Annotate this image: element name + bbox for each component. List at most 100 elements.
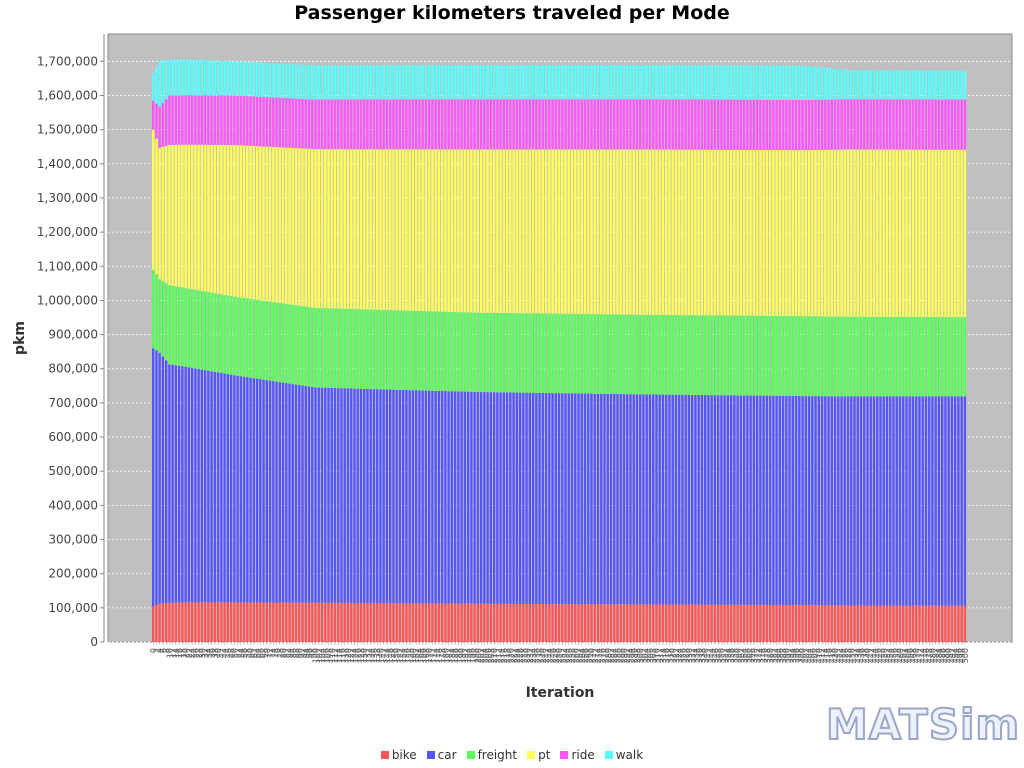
bar-segment-bike (824, 605, 827, 642)
x-tick-label: 70 (263, 648, 272, 658)
x-tick-label: 82 (282, 648, 291, 658)
x-tick-label: 338 (698, 648, 707, 663)
bar-segment-pt (911, 149, 915, 318)
bar-segment-pt (863, 149, 866, 317)
bar-segment-pt (872, 149, 876, 317)
bar-segment-car (385, 389, 389, 604)
x-tick-label: 88 (292, 648, 301, 658)
bar-segment-pt (275, 147, 278, 303)
bar-segment-bike (236, 602, 239, 642)
bar-segment-car (635, 394, 639, 605)
bar-segment-car (856, 396, 859, 606)
bar-segment-car (902, 396, 905, 606)
bar-segment-walk (879, 70, 882, 100)
bar-segment-ride (947, 99, 950, 150)
bar-segment-freight (889, 316, 892, 397)
bar-segment-bike (885, 605, 889, 642)
bar-segment-car (522, 392, 525, 604)
bar-segment-bike (876, 605, 879, 642)
x-tick-label: 0 (149, 648, 158, 653)
x-tick-label: 142 (380, 648, 389, 663)
bar-segment-bike (716, 604, 720, 642)
bar-segment-freight (570, 313, 574, 394)
bar-segment-bike (729, 604, 733, 642)
bar-segment-ride (220, 95, 223, 145)
bar-segment-freight (515, 313, 519, 393)
bar-segment-pt (424, 149, 428, 312)
bar-segment-pt (603, 149, 606, 315)
bar-segment-car (528, 392, 531, 604)
x-tick-label: 266 (581, 648, 590, 663)
bar-segment-pt (444, 149, 447, 312)
bar-segment-ride (895, 99, 898, 150)
x-tick-label: 382 (769, 648, 778, 663)
bar-segment-walk (184, 59, 187, 96)
bar-segment-car (372, 389, 376, 604)
bar-segment-ride (161, 103, 165, 147)
bar-segment-pt (437, 149, 441, 312)
bar-segment-car (876, 396, 879, 606)
y-tick-label: 0 (90, 635, 98, 649)
bar-segment-pt (661, 149, 665, 315)
bar-segment-pt (840, 149, 843, 317)
bar-segment-ride (272, 97, 275, 147)
bar-segment-walk (837, 69, 840, 100)
bar-segment-pt (389, 149, 392, 311)
bar-segment-car (697, 394, 700, 605)
bar-segment-car (590, 393, 593, 605)
bar-segment-pt (259, 146, 262, 301)
bar-segment-car (811, 396, 814, 606)
y-tick-label: 500,000 (48, 464, 98, 478)
bar-segment-freight (509, 313, 512, 393)
bar-segment-ride (379, 99, 382, 150)
bar-segment-walk (320, 65, 324, 100)
bar-segment-ride (499, 99, 502, 150)
bar-segment-bike (817, 605, 820, 642)
bar-segment-car (288, 383, 291, 603)
bar-segment-walk (583, 65, 587, 100)
bar-segment-bike (645, 604, 648, 642)
y-tick-label: 100,000 (48, 601, 98, 615)
bar-segment-walk (489, 65, 493, 100)
bar-segment-ride (466, 99, 470, 150)
bar-segment-freight (944, 317, 947, 397)
bar-segment-bike (570, 604, 574, 642)
bar-segment-walk (687, 65, 691, 100)
bar-segment-pt (678, 149, 681, 316)
bar-segment-freight (710, 315, 713, 396)
bar-segment-pt (522, 149, 525, 314)
bar-segment-ride (681, 99, 684, 150)
bar-segment-car (674, 394, 678, 605)
bar-segment-bike (168, 602, 171, 642)
bar-segment-walk (291, 64, 294, 99)
bar-segment-pt (340, 149, 343, 309)
bar-segment-car (570, 393, 574, 605)
x-tick-label: 174 (432, 648, 441, 663)
x-tick-label: 348 (714, 648, 723, 663)
bar-segment-freight (781, 315, 785, 396)
bar-segment-pt (220, 144, 223, 295)
bar-segment-pt (385, 149, 389, 311)
bar-segment-freight (376, 309, 379, 390)
x-tick-label: 160 (409, 648, 418, 663)
bar-segment-walk (229, 61, 233, 96)
bar-segment-freight (171, 285, 174, 365)
bar-segment-ride (775, 99, 778, 151)
x-tick-label: 272 (591, 648, 600, 663)
bar-segment-pt (376, 149, 379, 310)
bar-segment-ride (294, 98, 298, 149)
bar-segment-freight (726, 315, 730, 396)
bar-segment-ride (642, 99, 645, 150)
bar-segment-pt (876, 149, 879, 317)
bar-segment-walk (924, 70, 928, 100)
bar-segment-ride (470, 99, 473, 150)
bar-segment-car (700, 395, 704, 605)
bar-segment-freight (600, 314, 603, 394)
bar-segment-pt (229, 144, 233, 297)
bar-segment-bike (424, 603, 428, 642)
x-tick-label: 106 (321, 648, 330, 663)
bar-segment-freight (437, 311, 441, 391)
bar-segment-freight (304, 306, 307, 387)
x-tick-label: 448 (877, 648, 886, 663)
bar-segment-car (587, 393, 590, 605)
